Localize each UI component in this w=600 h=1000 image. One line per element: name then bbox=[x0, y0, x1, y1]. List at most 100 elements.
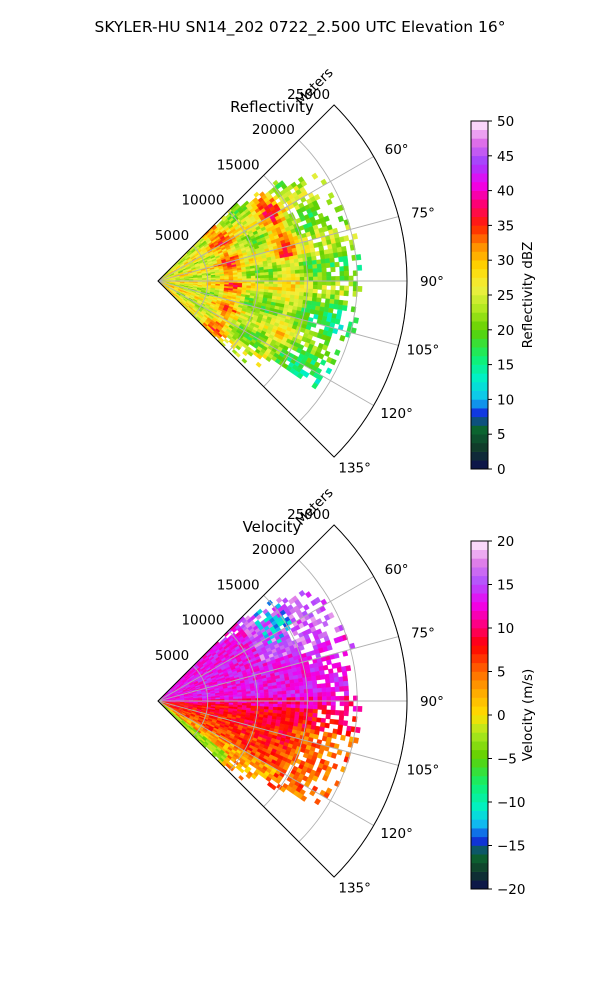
colorbar-swatch bbox=[471, 654, 488, 664]
colorbar-swatch bbox=[471, 138, 488, 148]
radar-cell bbox=[355, 726, 361, 734]
colorbar-swatch bbox=[471, 190, 488, 200]
radar-cell bbox=[330, 700, 336, 706]
colorbar-swatch bbox=[471, 645, 488, 655]
azimuth-tick-label: 135° bbox=[338, 881, 371, 897]
velocity-panel: Velocity500010000150002000025000Meters60… bbox=[155, 485, 536, 898]
radar-cell bbox=[338, 715, 345, 721]
colorbar-tick-label: 40 bbox=[497, 184, 514, 200]
radar-cell bbox=[321, 705, 327, 711]
radar-cell bbox=[290, 273, 296, 278]
colorbar-swatch bbox=[471, 810, 488, 820]
radar-cell bbox=[299, 693, 305, 698]
radar-cell bbox=[338, 719, 344, 726]
radar-cell bbox=[333, 672, 339, 679]
radar-cell bbox=[324, 722, 330, 729]
radar-cell bbox=[316, 683, 322, 689]
radar-cell bbox=[286, 700, 292, 705]
radar-cell bbox=[308, 268, 314, 274]
radar-cell bbox=[303, 268, 309, 274]
radar-cell bbox=[334, 686, 340, 692]
radar-cell bbox=[308, 692, 314, 698]
radar-cell bbox=[294, 685, 300, 691]
colorbar-swatch bbox=[471, 416, 488, 426]
radar-cell bbox=[313, 700, 318, 706]
radar-cell bbox=[272, 268, 278, 273]
colorbar-swatch bbox=[471, 399, 488, 409]
azimuth-tick-label: 75° bbox=[411, 206, 435, 222]
radar-cell bbox=[339, 710, 345, 716]
radar-cell bbox=[265, 356, 272, 363]
radar-cell bbox=[326, 280, 332, 286]
radar-cell bbox=[308, 288, 314, 294]
radar-cell bbox=[277, 691, 283, 695]
radar-cell bbox=[299, 276, 305, 282]
colorbar-swatch bbox=[471, 295, 488, 304]
radar-cell bbox=[272, 691, 278, 696]
colorbar-swatch bbox=[471, 819, 488, 829]
radar-cell bbox=[330, 696, 336, 702]
colorbar-swatch bbox=[471, 871, 488, 881]
radar-cell bbox=[343, 290, 349, 297]
azimuth-tick-label: 120° bbox=[380, 406, 413, 422]
radar-cell bbox=[281, 274, 287, 278]
radar-cell bbox=[351, 233, 358, 240]
radar-cell bbox=[250, 283, 256, 287]
colorbar-swatch bbox=[471, 181, 488, 191]
radar-cell bbox=[250, 273, 256, 277]
colorbar-swatch bbox=[471, 251, 488, 261]
radar-cell bbox=[250, 695, 256, 699]
radar-cell bbox=[329, 257, 335, 264]
colorbar-tick-label: 15 bbox=[497, 358, 514, 374]
colorbar-swatch bbox=[471, 567, 488, 577]
radar-cell bbox=[295, 273, 301, 278]
radar-cell bbox=[294, 689, 301, 695]
radial-tick-label: 20000 bbox=[252, 542, 295, 558]
radar-cell bbox=[259, 695, 265, 699]
radar-cell bbox=[311, 259, 318, 265]
radar-cell bbox=[334, 290, 340, 296]
radar-cell bbox=[304, 280, 310, 286]
azimuth-tick-label: 120° bbox=[380, 826, 413, 842]
radar-cell bbox=[328, 252, 335, 259]
radar-cell bbox=[290, 269, 296, 275]
colorbar-tick-label: 5 bbox=[497, 427, 506, 443]
radar-cell bbox=[342, 675, 349, 682]
colorbar-swatch bbox=[471, 303, 488, 313]
radar-cell bbox=[308, 272, 314, 278]
radar-cell bbox=[326, 696, 332, 702]
radar-cell bbox=[311, 382, 319, 390]
radar-cell bbox=[298, 589, 306, 597]
radar-cell bbox=[272, 706, 278, 711]
colorbar-swatch bbox=[471, 836, 488, 846]
radar-cell bbox=[316, 293, 322, 299]
radar-cell bbox=[334, 710, 340, 716]
radar-cell bbox=[303, 712, 309, 717]
colorbar-tick-label: −15 bbox=[497, 839, 526, 855]
radar-cell bbox=[313, 276, 318, 282]
radar-cell bbox=[281, 690, 287, 695]
radial-tick-label: 20000 bbox=[252, 122, 295, 138]
radar-cell bbox=[317, 687, 323, 693]
radial-tick-label: 25000 bbox=[287, 87, 330, 103]
colorbar-swatch bbox=[471, 242, 488, 252]
radar-cell bbox=[317, 284, 323, 290]
radar-cell bbox=[237, 276, 243, 280]
radar-cell bbox=[304, 591, 312, 599]
radar-cell bbox=[312, 692, 318, 698]
radar-cell bbox=[335, 280, 341, 286]
colorbar-swatch bbox=[471, 880, 488, 890]
colorbar-swatch bbox=[471, 732, 488, 742]
colorbar-swatch bbox=[471, 321, 488, 331]
radar-cell bbox=[313, 204, 321, 211]
radar-cell bbox=[302, 371, 310, 378]
radar-cell bbox=[313, 696, 318, 702]
colorbar-swatch bbox=[471, 706, 488, 716]
colorbar-swatch bbox=[471, 216, 488, 226]
colorbar-swatch bbox=[471, 636, 488, 646]
radar-cell bbox=[307, 260, 313, 266]
radar-cell bbox=[276, 267, 283, 272]
radar-cell bbox=[343, 265, 349, 272]
colorbar-tick-label: 0 bbox=[497, 708, 506, 724]
radar-cell bbox=[311, 679, 318, 685]
